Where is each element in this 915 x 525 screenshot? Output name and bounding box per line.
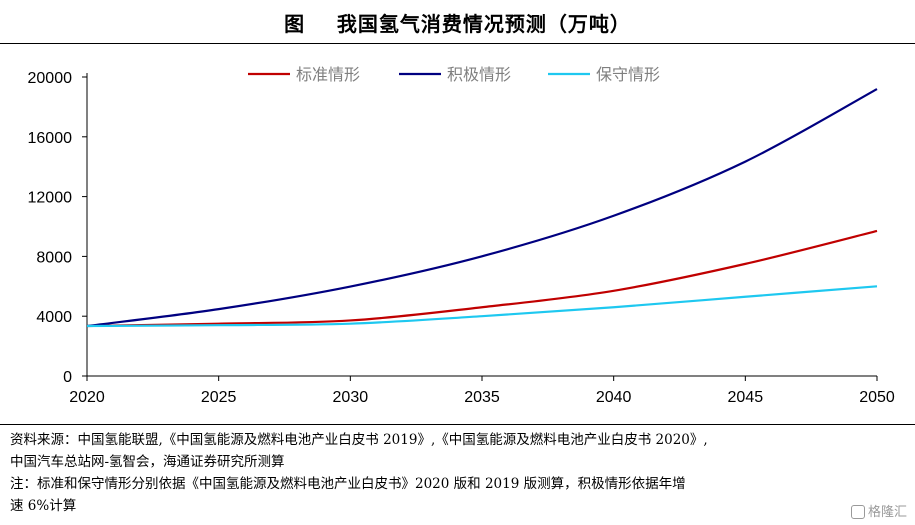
series-line-2 [86,285,878,328]
line-chart: 0 4000 8000 12000 16000 20000 2020 2025 2030 2035… [28,65,895,406]
x-tick-label-2: 2030 [333,389,369,406]
watermark-logo-icon [850,505,865,519]
series-line-0 [86,229,878,328]
y-tick-label-3: 12000 [28,190,73,207]
legend-label-2: 保守情形 [596,65,660,84]
series-line-1 [86,88,878,328]
watermark: 格隆汇 [850,501,907,520]
y-tick-label-5: 20000 [28,70,73,87]
y-tick-label-4: 16000 [28,130,73,147]
chart-title: 图 我国氢气消费情况预测（万吨） [284,12,631,36]
x-tick-label-3: 2035 [464,389,500,406]
title-bar: 图 我国氢气消费情况预测（万吨） [0,0,915,44]
legend-label-0: 标准情形 [296,65,360,84]
x-tick-label-4: 2040 [596,389,632,406]
y-tick-label-0: 0 [63,369,72,386]
x-tick-label-5: 2045 [728,389,764,406]
x-tick-label-6: 2050 [859,389,895,406]
y-tick-label-2: 8000 [36,249,72,266]
note-text-2: 速 6%计算 [10,498,77,514]
source-text: 资料来源：中国氢能联盟,《中国氢能源及燃料电池产业白皮书 2019》,《中国氢能… [10,432,708,448]
footer: 资料来源：中国氢能联盟,《中国氢能源及燃料电池产业白皮书 2019》,《中国氢能… [0,424,915,525]
y-tick-label-1: 4000 [36,309,72,326]
x-tick-label-0: 2020 [69,389,105,406]
note-text: 注：标准和保守情形分别依据《中国氢能源及燃料电池产业白皮书》2020 版和 20… [10,476,686,492]
watermark-text: 格隆汇 [867,505,907,520]
legend-label-1: 积极情形 [447,65,511,84]
x-tick-label-1: 2025 [201,389,237,406]
source-text-2: 中国汽车总站网-氢智会，海通证券研究所测算 [10,454,285,470]
